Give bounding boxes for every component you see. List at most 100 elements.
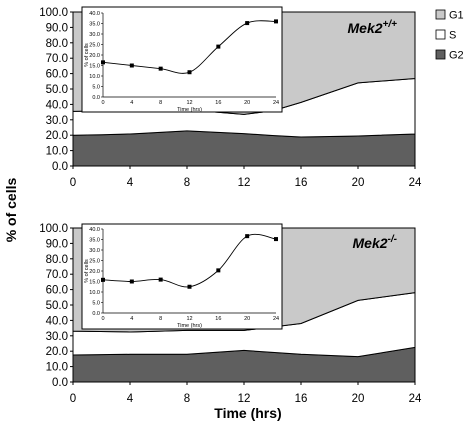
inset-y-tick-label: 30.0 (89, 32, 100, 38)
x-tick-label: 12 (238, 393, 251, 405)
x-tick-label: 20 (352, 393, 365, 405)
inset-y-label: % of cells (84, 43, 90, 67)
x-tick-label: 20 (352, 177, 365, 189)
x-tick-label: 0 (70, 393, 76, 405)
inset-point (245, 21, 250, 26)
y-tick-label: 100.0 (39, 223, 68, 235)
panel-title: Mek2-/- (353, 234, 398, 251)
x-tick-label: 24 (409, 393, 422, 405)
inset-point (216, 44, 221, 49)
inset-point (216, 268, 221, 273)
y-tick-label: 0.0 (52, 161, 68, 173)
x-tick-label: 16 (295, 393, 308, 405)
inset-y-tick-label: 35.0 (89, 22, 100, 28)
inset-point (129, 279, 134, 284)
inset-y-tick-label: 10.0 (89, 74, 100, 80)
x-tick-label: 0 (70, 177, 76, 189)
inset-point (274, 237, 278, 242)
inset-x-tick-label: 12 (186, 316, 192, 322)
y-tick-label: 100.0 (39, 7, 68, 19)
y-tick-label: 50.0 (46, 300, 68, 312)
inset-y-tick-label: 40.0 (89, 11, 100, 17)
legend-swatch (435, 29, 446, 40)
panel-mek2-wildtype: 0.010.020.030.040.050.060.070.080.090.01… (39, 6, 422, 189)
inset-point (129, 63, 134, 68)
y-tick-label: 90.0 (46, 22, 68, 34)
inset-y-tick-label: 35.0 (89, 238, 100, 244)
inset-y-tick-label: 25.0 (89, 259, 100, 265)
legend-swatch (435, 49, 446, 60)
y-tick-label: 10.0 (46, 362, 68, 374)
x-axis-label: Time (hrs) (214, 405, 281, 421)
y-tick-label: 60.0 (46, 69, 68, 81)
inset-point (101, 60, 105, 65)
inset-x-tick-label: 4 (130, 316, 133, 322)
inset-chart: 0.0 5.0 10.0 15.0 20.0 25.0 30.0 35.0 40.0 0 4 8 12 1… (81, 223, 283, 330)
inset-y-tick-label: 0.0 (92, 311, 100, 317)
inset-x-tick-label: 4 (130, 100, 133, 106)
y-tick-label: 20.0 (46, 346, 68, 358)
inset-y-tick-label: 30.0 (89, 248, 100, 254)
y-tick-label: 30.0 (46, 331, 68, 343)
inset-y-tick-label: 20.0 (89, 53, 100, 59)
y-tick-label: 30.0 (46, 115, 68, 127)
inset-frame (81, 6, 283, 113)
legend: G1 S G2 (435, 9, 464, 62)
y-tick-label: 90.0 (46, 238, 68, 250)
panel-mek2-knockout: 0.010.020.030.040.050.060.070.080.090.01… (39, 223, 422, 405)
inset-point (187, 70, 192, 75)
inset-y-tick-label: 40.0 (89, 227, 100, 233)
inset-point (274, 19, 278, 24)
legend-label: G1 (449, 10, 464, 22)
y-tick-label: 40.0 (46, 99, 68, 111)
inset-x-tick-label: 8 (159, 100, 162, 106)
inset-y-label: % of cells (84, 259, 90, 283)
inset-y-tick-label: 5.0 (92, 301, 100, 307)
x-tick-label: 4 (127, 393, 134, 405)
inset-chart: 0.0 5.0 10.0 15.0 20.0 25.0 30.0 35.0 40.0 0 4 8 12 1… (81, 6, 283, 113)
inset-x-label: Time (hrs) (177, 107, 202, 113)
inset-x-tick-label: 24 (273, 100, 279, 106)
x-tick-label: 8 (184, 177, 190, 189)
inset-point (245, 234, 250, 239)
y-tick-label: 0.0 (52, 377, 68, 389)
y-tick-label: 70.0 (46, 269, 68, 281)
inset-y-tick-label: 0.0 (92, 95, 100, 101)
inset-x-tick-label: 0 (101, 316, 104, 322)
inset-frame (81, 223, 283, 330)
inset-point (158, 277, 163, 282)
inset-x-tick-label: 24 (273, 316, 279, 322)
inset-y-tick-label: 15.0 (89, 280, 100, 286)
inset-x-tick-label: 8 (159, 316, 162, 322)
y-tick-label: 10.0 (46, 146, 68, 158)
inset-y-tick-label: 15.0 (89, 64, 100, 70)
inset-x-tick-label: 12 (186, 100, 192, 106)
panel-title: Mek2+/+ (348, 19, 398, 36)
x-tick-label: 8 (184, 393, 190, 405)
legend-item-g2: G2 (435, 49, 464, 62)
y-tick-label: 60.0 (46, 285, 68, 297)
legend-label: S (449, 30, 456, 42)
y-tick-label: 50.0 (46, 84, 68, 96)
x-tick-label: 4 (127, 177, 134, 189)
y-tick-label: 80.0 (46, 254, 68, 266)
legend-swatch (435, 9, 446, 20)
y-tick-label: 20.0 (46, 130, 68, 142)
y-tick-label: 80.0 (46, 38, 68, 50)
x-tick-label: 24 (409, 177, 422, 189)
y-tick-label: 70.0 (46, 53, 68, 65)
inset-y-tick-label: 20.0 (89, 269, 100, 275)
inset-point (158, 66, 163, 71)
inset-y-tick-label: 10.0 (89, 290, 100, 296)
inset-point (101, 277, 105, 282)
legend-label: G2 (449, 50, 464, 62)
y-axis-label: % of cells (3, 178, 19, 243)
inset-x-tick-label: 20 (244, 100, 250, 106)
x-tick-label: 12 (238, 177, 251, 189)
inset-x-label: Time (hrs) (177, 323, 202, 329)
inset-x-tick-label: 20 (244, 316, 250, 322)
inset-x-tick-label: 16 (215, 316, 221, 322)
inset-y-tick-label: 5.0 (92, 85, 100, 91)
legend-item-s: S (435, 29, 456, 42)
